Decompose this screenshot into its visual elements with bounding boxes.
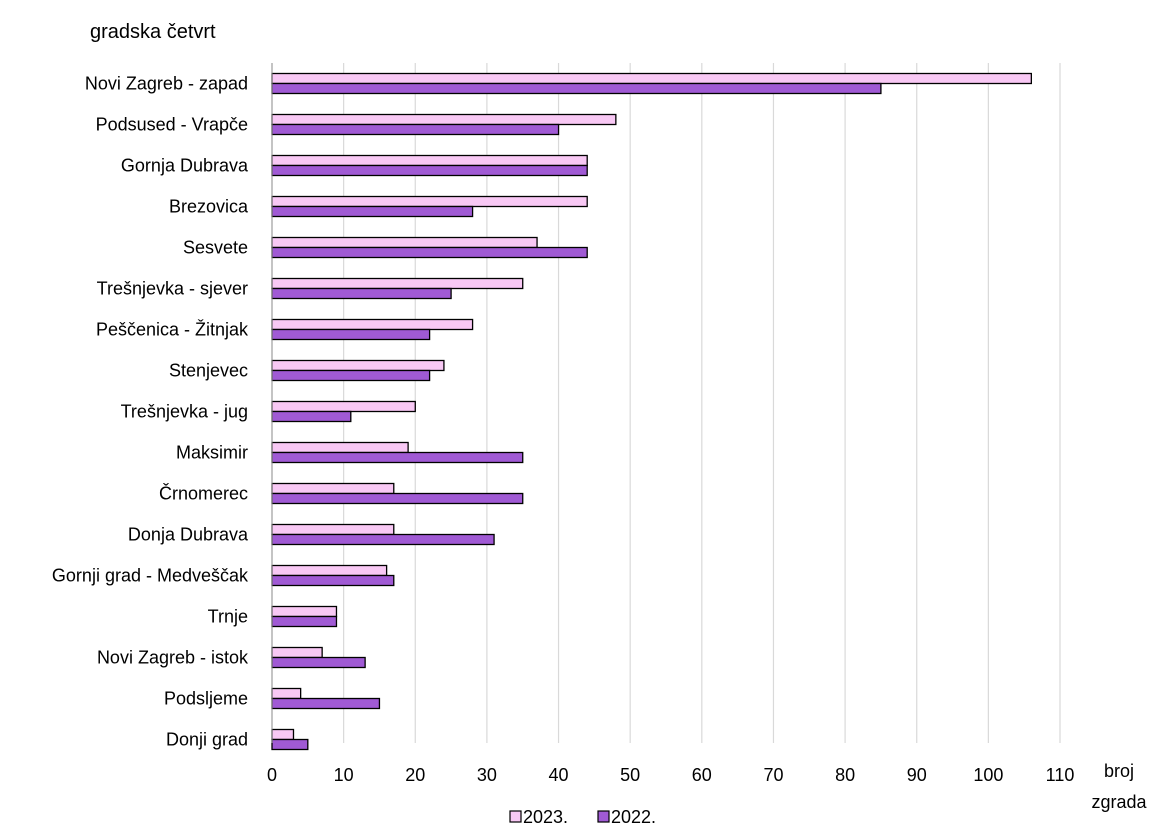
bar-2022 [271,533,495,546]
category-label: Črnomerec [159,483,248,504]
bar-2022 [271,82,882,95]
bar-2022 [271,410,352,423]
x-tick-label: 10 [334,765,354,785]
bar-2023 [271,728,295,741]
bar-2023 [271,72,1032,85]
bar-2023 [271,482,395,495]
category-label: Sesvete [183,238,248,258]
bar-2022 [271,328,431,341]
gridlines [343,63,1061,743]
bar-2023 [271,277,524,290]
x-tick-label: 20 [405,765,425,785]
x-tick-labels: 0 10 20 30 40 50 60 70 80 90 100 110 [267,765,1074,785]
category-label: Trešnjevka - jug [121,402,248,422]
legend-label-2022: 2022. [611,807,656,827]
x-tick-label: 0 [267,765,277,785]
x-tick-label: 80 [835,765,855,785]
bar-2022 [271,656,366,669]
category-label: Podsused - Vrapče [96,115,248,135]
bar-2022 [271,205,474,218]
bar-2022 [271,697,381,710]
x-tick-label: 90 [907,765,927,785]
category-label: Novi Zagreb - zapad [85,74,248,94]
category-label: Novi Zagreb - istok [97,648,249,668]
bar-2022 [271,615,338,628]
bar-2023 [271,441,409,454]
category-label: Brezovica [169,197,249,217]
bar-2023 [271,523,395,536]
bar-2022 [271,492,524,505]
category-label: Stenjevec [169,361,248,381]
bar-2023 [271,646,323,659]
bar-2022 [271,123,560,136]
category-labels: Novi Zagreb - zapad Podsused - Vrapče Gorn… [52,74,249,750]
x-tick-label: 60 [692,765,712,785]
x-axis-title-line2: zgrada [1091,792,1147,812]
category-label: Peščenica - Žitnjak [96,320,249,340]
bar-2022 [271,451,524,464]
bar-2023 [271,400,416,413]
bar-2023 [271,113,617,126]
bar-2022 [271,738,309,751]
bar-2023 [271,564,388,577]
category-label: Gornja Dubrava [121,156,249,176]
legend: 2023. 2022. [509,807,656,827]
bar-2023 [271,195,588,208]
category-label: Donja Dubrava [128,525,249,545]
x-tick-label: 110 [1046,765,1075,785]
bar-2023 [271,318,474,331]
x-axis-title-line1: broj [1104,761,1134,781]
bar-2022 [271,287,452,300]
category-label: Trnje [208,607,248,627]
bar-2023 [271,154,588,167]
y-axis-title: gradska četvrt [90,21,216,43]
x-tick-label: 40 [549,765,569,785]
bar-2022 [271,369,431,382]
category-label: Gornji grad - Medveščak [52,566,249,586]
legend-swatch-2023 [509,810,522,823]
category-label: Trešnjevka - sjever [97,279,248,299]
bar-2022 [271,164,588,177]
bars [271,72,1032,751]
category-label: Podsljeme [164,689,248,709]
bar-2023 [271,359,445,372]
x-tick-label: 50 [620,765,640,785]
category-label: Maksimir [176,443,248,463]
legend-label-2023: 2023. [523,807,568,827]
category-label: Donji grad [166,730,248,750]
bar-2023 [271,236,538,249]
bar-2022 [271,574,395,587]
bar-2023 [271,605,338,618]
x-tick-label: 70 [763,765,783,785]
bar-2023 [271,687,302,700]
x-tick-label: 30 [477,765,497,785]
x-tick-label: 100 [973,765,1003,785]
bar-2022 [271,246,588,259]
legend-swatch-2022 [597,810,610,823]
